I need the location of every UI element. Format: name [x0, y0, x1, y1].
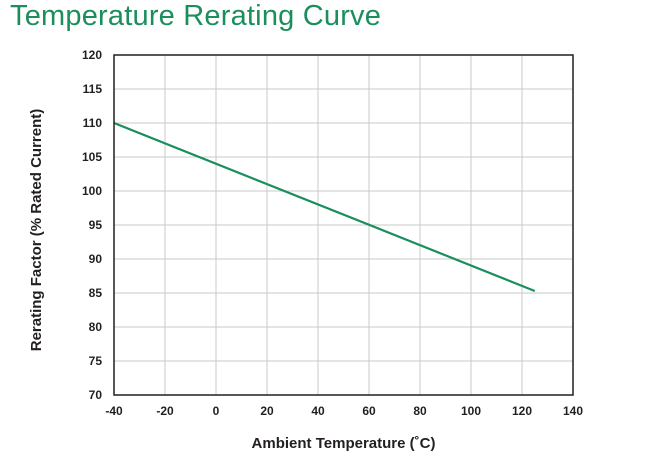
x-tick-label: -20 [156, 404, 174, 418]
series-lines [113, 121, 536, 292]
x-axis-label: Ambient Temperature (˚C) [252, 435, 436, 452]
y-tick-label: 90 [89, 252, 103, 266]
x-tick-label: 0 [213, 404, 220, 418]
y-tick-label: 80 [89, 320, 103, 334]
x-tick-label: 100 [461, 404, 481, 418]
grid [113, 54, 574, 396]
y-tick-label: 110 [83, 116, 103, 130]
plot-frame [113, 54, 574, 396]
x-tick-label: 20 [260, 404, 274, 418]
x-tick-label: -40 [105, 404, 123, 418]
x-tick-label: 80 [413, 404, 427, 418]
y-axis-label: Rerating Factor (% Rated Current) [28, 109, 45, 352]
y-tick-label: 75 [89, 354, 103, 368]
x-tick-label: 40 [311, 404, 325, 418]
chart-title: Temperature Rerating Curve [10, 0, 382, 32]
y-tick-label: 85 [89, 286, 103, 300]
y-tick-label: 100 [82, 184, 102, 198]
tick-labels: -40 -20 0 20 40 60 80 100 120 140 70 75 80 85 90 95 100 1… [82, 48, 583, 418]
x-tick-label: 120 [512, 404, 532, 418]
y-tick-label: 70 [89, 388, 103, 402]
x-tick-label: 60 [362, 404, 376, 418]
y-tick-label: 120 [82, 48, 102, 62]
y-tick-label: 105 [82, 150, 102, 164]
y-tick-label: 115 [83, 82, 103, 96]
series-line [113, 121, 536, 292]
y-tick-label: 95 [89, 218, 103, 232]
x-tick-label: 140 [563, 404, 583, 418]
